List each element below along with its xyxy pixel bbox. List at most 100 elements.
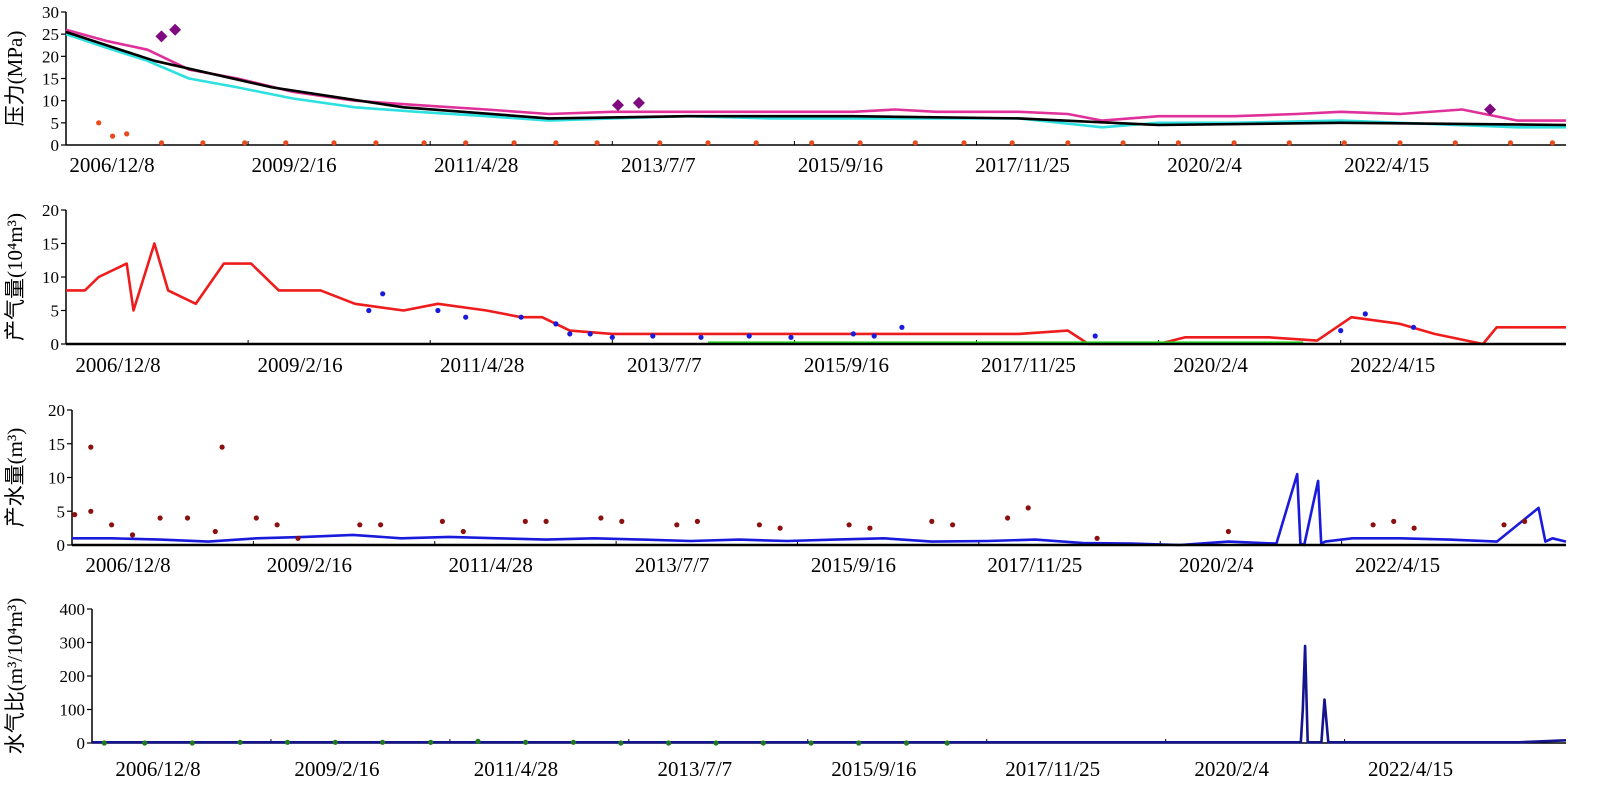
data-point [587,331,593,337]
data-point [1341,140,1347,146]
data-point [435,307,441,314]
x-tick-label: 2017/11/25 [1005,757,1100,781]
x-tick-label: 2009/2/16 [258,353,343,377]
y-tick-label: 25 [42,25,59,44]
x-tick-label: 2015/9/16 [831,757,916,781]
series-1 [65,28,1566,122]
x-tick-label: 2013/7/7 [635,553,710,577]
data-point [169,23,182,36]
data-point [124,131,130,137]
data-point [553,140,559,146]
chart-panel-3: 0 5 10 15 20 2006/12/8 2009/2/16 2011/4/28 2013/… [3,401,1567,577]
x-tick-label: 2006/12/8 [75,353,160,377]
data-point [283,140,289,146]
data-point [109,522,115,528]
x-tick-label: 2017/11/25 [975,153,1070,177]
series-line [92,644,1567,744]
y-axis-label: 产气量(10⁴m³) [3,213,27,341]
y-axis-label: 压力(MPa) [3,31,27,127]
data-point [650,333,656,339]
data-point [619,518,625,525]
data-point [522,518,528,525]
series-4 [96,120,1555,146]
y-tick-label: 10 [42,92,59,111]
data-point [237,739,243,745]
x-tick-label: 2020/2/4 [1167,153,1242,177]
data-point [378,522,384,528]
data-point [1065,140,1071,146]
data-point [1231,140,1237,146]
data-point [1397,140,1403,146]
data-point [788,334,794,340]
y-tick-label: 400 [60,600,86,619]
x-tick-label: 2022/4/15 [1355,553,1440,577]
y-tick-label: 30 [42,3,59,22]
data-point [632,96,645,109]
x-tick-label: 2006/12/8 [69,153,154,177]
data-point [439,518,445,525]
data-point [96,120,102,126]
data-point [674,522,680,528]
data-point [857,140,863,146]
x-tick-label: 2011/4/28 [449,553,533,577]
x-tick-label: 2013/7/7 [621,153,696,177]
data-point [850,331,856,337]
series-2 [65,32,1566,129]
data-point [101,740,107,746]
x-tick-label: 2011/4/28 [434,153,518,177]
data-point [366,307,372,314]
y-tick-label: 15 [42,70,59,89]
data-point [1370,522,1376,528]
data-point [523,739,529,745]
data-point [463,314,469,320]
data-point [1507,140,1514,146]
data-point [129,532,136,538]
data-point [594,140,600,146]
data-point [184,515,191,521]
y-tick-label: 200 [60,667,86,686]
data-point [777,525,783,531]
data-point [373,140,379,146]
series-1 [66,242,1566,346]
data-point [1411,525,1417,531]
data-point [295,535,301,541]
data-point [961,140,967,146]
data-point [357,522,363,528]
data-point [1009,140,1015,146]
x-tick-label: 2015/9/16 [811,553,896,577]
data-point [219,444,225,450]
chart-panel-1: 0 5 10 15 20 25 30 2006/12/8 2009/2/16 2011/4/28 2… [3,3,1567,177]
data-point [657,140,663,146]
data-point [856,740,862,746]
x-tick-label: 2015/9/16 [804,353,889,377]
data-point [1286,140,1292,146]
y-tick-label: 5 [51,302,60,321]
series-1 [72,472,1567,547]
data-point [1549,140,1555,146]
data-point [463,140,469,146]
data-point [543,518,549,525]
series-line [65,28,1566,122]
data-point [1522,518,1528,525]
series-5 [155,23,1497,116]
y-tick-label: 10 [42,268,59,287]
x-tick-label: 2013/7/7 [627,353,702,377]
data-point [618,740,624,746]
data-point [1092,333,1098,339]
data-point [1094,535,1100,541]
series-line [65,30,1567,127]
y-tick-label: 0 [51,136,60,155]
data-point [713,740,719,746]
data-point [212,528,218,535]
chart-panel-2: 0 5 10 15 20 2006/12/8 2009/2/16 2011/4/28 2013/… [3,201,1566,377]
data-point [756,522,763,528]
data-point [189,740,195,746]
data-point [1120,140,1126,146]
y-tick-label: 0 [51,335,60,354]
x-tick-label: 2022/4/15 [1368,757,1453,781]
data-point [332,739,338,745]
data-point [867,525,873,531]
series-2 [101,738,950,746]
x-tick-label: 2020/2/4 [1179,553,1254,577]
data-point [274,522,280,528]
